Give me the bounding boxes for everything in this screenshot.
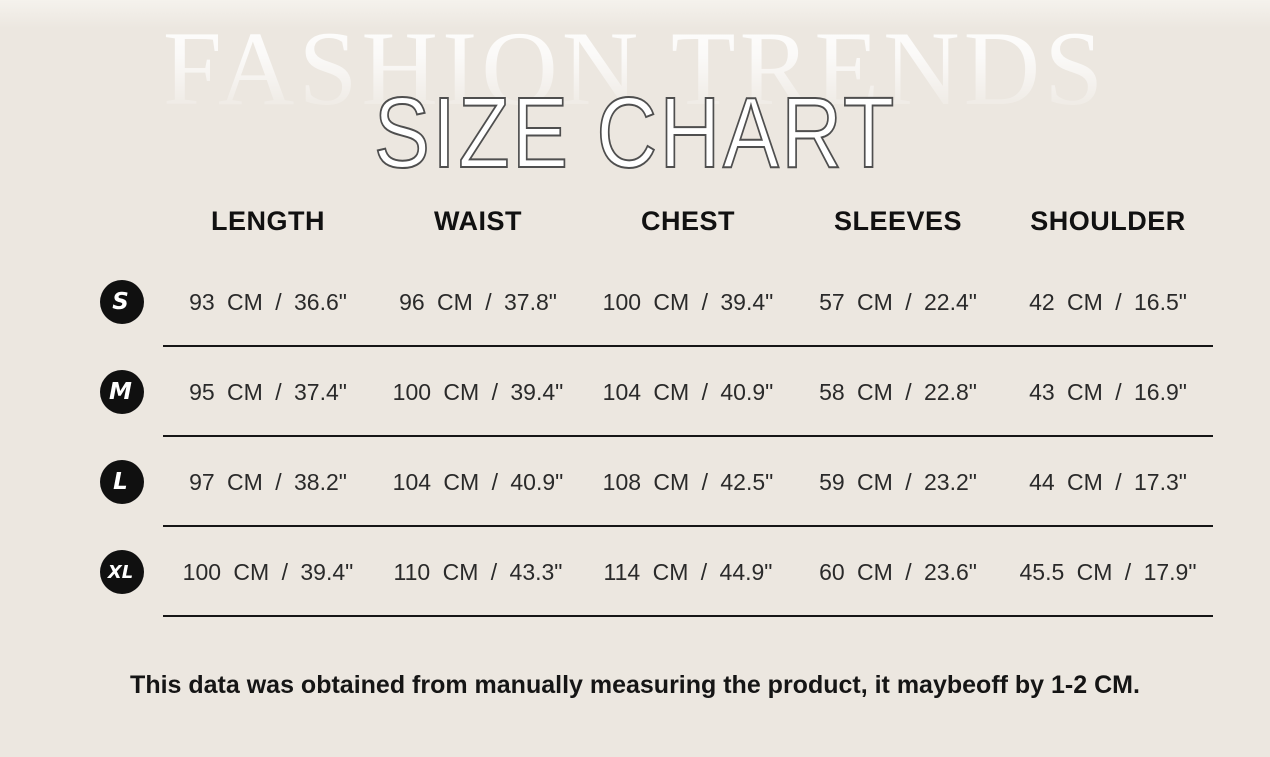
- measurement-cell: 58 CM / 22.8": [819, 378, 977, 405]
- measurement-cell: 108 CM / 42.5": [602, 468, 774, 495]
- size-badge-cell: XL: [60, 550, 163, 594]
- measurement-cell: 104 CM / 40.9": [392, 468, 564, 495]
- table-row: M 95 CM / 37.4" 100 CM / 39.4" 104 CM / 40.…: [60, 347, 1213, 437]
- footer-note: This data was obtained from manually mea…: [130, 671, 1140, 699]
- size-badge-cell: S: [60, 280, 163, 324]
- measurement-cell: 59 CM / 23.2": [819, 468, 977, 495]
- measurement-cell: 97 CM / 38.2": [189, 468, 347, 495]
- measurement-cell: 60 CM / 23.6": [819, 558, 977, 585]
- measurement-cell: 100 CM / 39.4": [182, 558, 354, 585]
- measurement-cell: 93 CM / 36.6": [189, 288, 347, 315]
- column-header-length: LENGTH: [211, 205, 325, 236]
- measurement-cell: 96 CM / 37.8": [399, 288, 557, 315]
- column-header-waist: WAIST: [434, 205, 522, 236]
- measurement-cell: 44 CM / 17.3": [1029, 468, 1187, 495]
- measurement-cell: 95 CM / 37.4": [189, 378, 347, 405]
- measurement-cell: 100 CM / 39.4": [392, 378, 564, 405]
- size-badge-l: L: [100, 460, 144, 504]
- measurement-cell: 110 CM / 43.3": [393, 558, 563, 585]
- measurement-cell: 114 CM / 44.9": [603, 558, 773, 585]
- page-title: SIZE CHART: [373, 76, 897, 190]
- measurement-cell: 45.5 CM / 17.9": [1019, 558, 1197, 585]
- size-badge-cell: M: [60, 370, 163, 414]
- measurement-cell: 57 CM / 22.4": [819, 288, 977, 315]
- size-badge-m: M: [100, 370, 144, 414]
- size-table: LENGTH WAIST CHEST SLEEVES SHOULDER S 93 CM /…: [60, 185, 1213, 617]
- column-header-sleeves: SLEEVES: [833, 205, 963, 236]
- measurement-cell: 100 CM / 39.4": [602, 288, 774, 315]
- page-title-wrap: SIZE CHART: [0, 76, 1270, 191]
- table-row: S 93 CM / 36.6" 96 CM / 37.8" 100 CM / 39.4…: [60, 257, 1213, 347]
- measurement-cell: 42 CM / 16.5": [1029, 288, 1187, 315]
- column-header-chest: CHEST: [640, 205, 735, 236]
- table-row: L 97 CM / 38.2" 104 CM / 40.9" 108 CM / 42.…: [60, 437, 1213, 527]
- size-badge-xl: XL: [100, 550, 144, 594]
- size-badge-cell: L: [60, 460, 163, 504]
- watermark-text: FASHION TRENDS: [0, 8, 1270, 130]
- table-row: XL 100 CM / 39.4" 110 CM / 43.3" 114 CM / 4…: [60, 527, 1213, 617]
- measurement-cell: 43 CM / 16.9": [1029, 378, 1187, 405]
- measurement-cell: 104 CM / 40.9": [602, 378, 774, 405]
- table-header-row: LENGTH WAIST CHEST SLEEVES SHOULDER: [60, 185, 1213, 257]
- table-body: S 93 CM / 36.6" 96 CM / 37.8" 100 CM / 39.4…: [60, 257, 1213, 617]
- size-badge-s: S: [100, 280, 144, 324]
- column-header-shoulder: SHOULDER: [1030, 205, 1186, 236]
